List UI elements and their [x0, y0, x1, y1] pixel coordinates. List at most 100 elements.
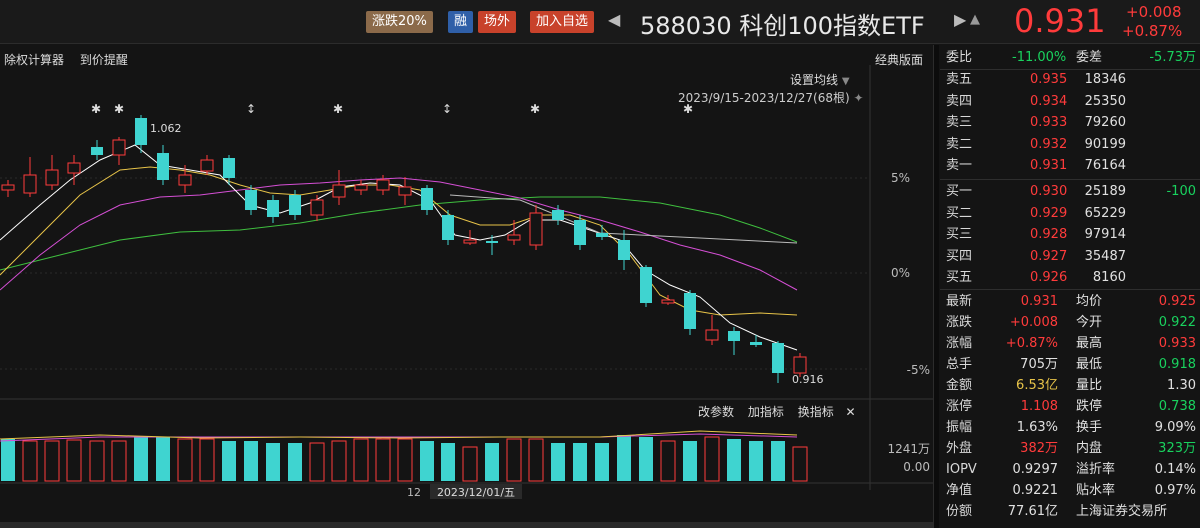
volume-series [0, 430, 808, 482]
level-volume: 79260 [1084, 115, 1126, 130]
buy-level-row[interactable]: 买一 0.930 25189 -100 [940, 181, 1200, 202]
candle-body[interactable] [552, 210, 564, 220]
candle-body[interactable] [421, 188, 433, 210]
off-exchange-button[interactable]: 场外 [478, 11, 517, 33]
buy-level-row[interactable]: 买二 0.929 65229 [940, 203, 1200, 224]
buy-level-row[interactable]: 买五 0.926 8160 [940, 267, 1200, 288]
candle-body[interactable] [618, 240, 630, 260]
stat-label: 内盘 [1076, 441, 1103, 456]
horizontal-scrollbar[interactable] [0, 522, 933, 528]
switch-indicator-button[interactable]: 换指标 [797, 405, 834, 419]
candle-body[interactable] [574, 220, 586, 245]
order-book-panel: 委比 -11.00% 委差 -5.73万 卖五 0.935 18346 卖四 0.934… [940, 45, 1200, 528]
event-marker[interactable]: ✱ [683, 102, 693, 116]
candle-body[interactable] [640, 267, 652, 303]
exright-calculator-button[interactable]: 除权计算器 [4, 53, 65, 67]
candle-body[interactable] [67, 162, 81, 174]
candle-body[interactable] [267, 200, 279, 217]
panel-divider[interactable] [933, 45, 939, 528]
ma-settings-button[interactable]: 设置均线 ▼ [790, 71, 850, 88]
level-volume: 65229 [1084, 205, 1126, 221]
pin-icon[interactable]: ✦ [853, 91, 864, 105]
volume-axis-top: 1241万 [887, 442, 930, 456]
candle-body[interactable] [463, 239, 477, 244]
level-volume: 18346 [1084, 72, 1126, 87]
volume-ma-line [0, 430, 798, 440]
event-marker[interactable]: ✱ [91, 102, 101, 116]
stat-value: 382万 [1020, 441, 1058, 456]
margin-tag[interactable]: 融 [448, 11, 474, 33]
axis-label-m5pct: -5% [907, 363, 930, 377]
candle-body[interactable] [529, 212, 543, 246]
candle-body[interactable] [728, 331, 740, 341]
alert-bell-icon[interactable]: ▲ [970, 12, 980, 27]
volume-bar [331, 440, 347, 482]
candle-body[interactable] [310, 199, 324, 216]
divider [940, 69, 1200, 70]
candle-body[interactable] [442, 215, 454, 240]
sell-level-row[interactable]: 卖五 0.935 18346 [940, 69, 1200, 90]
limit-tag[interactable]: 涨跌20% [366, 11, 433, 33]
change-params-button[interactable]: 改参数 [698, 405, 735, 419]
candle-body[interactable] [332, 184, 346, 198]
sell-level-row[interactable]: 卖三 0.933 79260 [940, 112, 1200, 133]
candle-body[interactable] [376, 179, 390, 191]
ma-settings-label: 设置均线 [790, 73, 839, 87]
candle-body[interactable] [45, 169, 59, 186]
buy-level-row[interactable]: 买四 0.927 35487 [940, 246, 1200, 267]
volume-bar [506, 438, 522, 482]
stat-label: 份额 [946, 504, 973, 519]
sell-level-row[interactable]: 卖四 0.934 25350 [940, 91, 1200, 112]
candle-body[interactable] [200, 159, 214, 172]
candle-body[interactable] [1, 184, 15, 191]
level-price: 0.932 [1030, 136, 1068, 152]
event-marker[interactable]: ✱ [333, 102, 343, 116]
volume-bar [528, 438, 544, 482]
stat-label: 净值 [946, 483, 973, 498]
event-marker[interactable]: ↕ [246, 102, 256, 116]
prev-stock-icon[interactable]: ◀ [608, 10, 621, 29]
candle-body[interactable] [596, 233, 608, 237]
candle-body[interactable] [23, 174, 37, 194]
candle-body[interactable] [245, 190, 257, 210]
add-watchlist-button[interactable]: 加入自选 [530, 11, 595, 33]
stats-row: 总手 705万 最低 0.918 [940, 354, 1200, 375]
volume-bar [551, 443, 565, 481]
candle-body[interactable] [112, 139, 126, 156]
candle-body[interactable] [750, 342, 762, 345]
next-stock-icon[interactable]: ▶ [954, 10, 967, 29]
candle-body[interactable] [135, 118, 147, 145]
level-change: -100 [1166, 184, 1196, 199]
security-title: 588030 科创100指数ETF [640, 12, 925, 40]
candle-body[interactable] [289, 195, 301, 215]
stat-value: 0.9297 [1012, 462, 1059, 477]
add-indicator-button[interactable]: 加指标 [747, 405, 784, 419]
candle-body[interactable] [398, 186, 412, 196]
volume-bar [595, 443, 609, 481]
event-marker[interactable]: ↕ [442, 102, 452, 116]
candle-body[interactable] [661, 299, 675, 304]
candle-body[interactable] [793, 356, 807, 374]
candle-body[interactable] [772, 343, 784, 373]
classic-layout-button[interactable]: 经典版面 [875, 53, 924, 67]
event-marker[interactable]: ✱ [114, 102, 124, 116]
candle-body[interactable] [684, 293, 696, 329]
sell-level-row[interactable]: 卖一 0.931 76164 [940, 155, 1200, 176]
candle-body[interactable] [354, 184, 368, 191]
candle-body[interactable] [178, 174, 192, 186]
level-price: 0.929 [1030, 205, 1068, 221]
sell-level-row[interactable]: 卖二 0.932 90199 [940, 134, 1200, 155]
close-icon[interactable]: ✕ [845, 405, 856, 419]
candle-body[interactable] [507, 234, 521, 241]
level-label: 买一 [946, 184, 973, 199]
event-marker[interactable]: ✱ [530, 102, 540, 116]
price-alert-button[interactable]: 到价提醒 [79, 53, 128, 67]
candle-body[interactable] [223, 158, 235, 178]
buy-level-row[interactable]: 买三 0.928 97914 [940, 224, 1200, 245]
kline-chart[interactable]: 5% 0% -5% 1241万 0.00 ✱ ✱ ↕ ✱ ↕ ✱ ✱ 1.062… [0, 45, 933, 528]
candle-body[interactable] [705, 329, 719, 341]
candle-body[interactable] [486, 241, 498, 243]
candle-body[interactable] [157, 153, 169, 180]
candle-body[interactable] [91, 147, 103, 155]
level-label: 卖五 [946, 72, 973, 87]
